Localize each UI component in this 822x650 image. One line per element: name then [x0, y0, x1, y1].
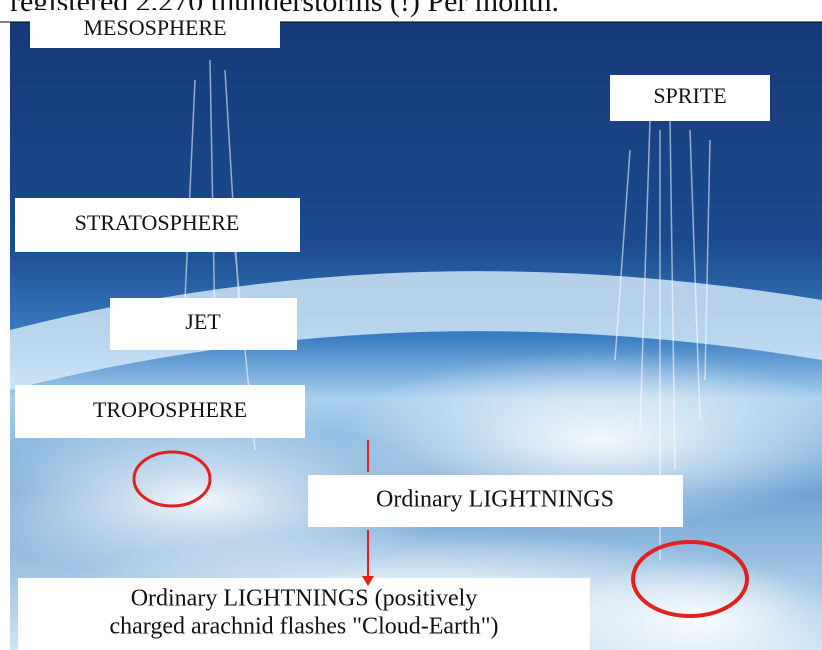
label: JET — [185, 309, 221, 334]
label-box — [15, 385, 305, 438]
label: Ordinary LIGHTNINGS (positively — [131, 586, 478, 612]
photo — [0, 22, 822, 650]
label-box — [15, 198, 300, 252]
label: TROPOSPHERE — [93, 397, 247, 422]
label: MESOSPHERE — [83, 15, 226, 40]
label: charged arachnid flashes "Cloud-Earth") — [109, 614, 498, 640]
label: SPRITE — [653, 83, 726, 108]
label-box — [110, 298, 297, 350]
label-box — [610, 75, 770, 121]
arrow-head — [362, 576, 374, 586]
label-box — [30, 10, 280, 48]
highlight-circle — [132, 450, 212, 508]
label-box — [18, 578, 590, 650]
label: Ordinary LIGHTNINGS — [376, 487, 614, 513]
highlight-circle — [631, 540, 749, 618]
label-box — [308, 475, 683, 527]
label: STRATOSPHERE — [75, 210, 240, 235]
